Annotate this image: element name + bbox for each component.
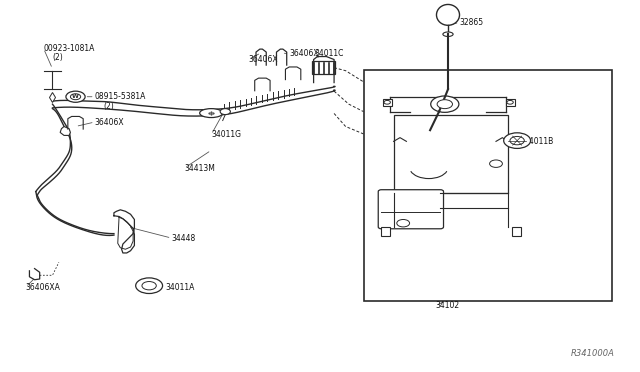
Bar [506, 99, 515, 106]
Circle shape [510, 137, 524, 145]
Text: W: W [72, 94, 79, 99]
Circle shape [384, 100, 390, 104]
Bar [383, 99, 392, 106]
Bar [312, 61, 335, 74]
Ellipse shape [200, 109, 223, 118]
Bar [364, 70, 612, 301]
Bar [381, 227, 390, 236]
Text: 34011A: 34011A [165, 283, 195, 292]
Circle shape [70, 94, 81, 100]
Circle shape [142, 282, 156, 290]
Ellipse shape [436, 4, 460, 25]
Circle shape [66, 91, 85, 102]
Text: 00923-1081A: 00923-1081A [44, 44, 95, 53]
Circle shape [136, 278, 163, 294]
Text: 34102: 34102 [435, 301, 460, 310]
Ellipse shape [443, 32, 453, 36]
Circle shape [507, 100, 513, 104]
Circle shape [431, 96, 459, 112]
FancyBboxPatch shape [378, 190, 444, 229]
Circle shape [437, 100, 452, 109]
Text: R341000A: R341000A [570, 349, 614, 358]
Text: 34011C: 34011C [315, 49, 344, 58]
Text: 34011B: 34011B [525, 137, 554, 146]
Polygon shape [60, 126, 70, 135]
Circle shape [490, 160, 502, 167]
Text: 34448: 34448 [172, 234, 196, 243]
Circle shape [397, 219, 410, 227]
Text: (2): (2) [104, 102, 115, 110]
Text: 36406X: 36406X [95, 118, 124, 126]
Text: 36406XA: 36406XA [26, 283, 60, 292]
Bar [512, 227, 521, 236]
Text: 36406X: 36406X [289, 49, 319, 58]
Text: 36406X: 36406X [248, 55, 278, 64]
Text: (2): (2) [52, 53, 63, 62]
Bar [394, 115, 508, 193]
Circle shape [220, 109, 230, 115]
Circle shape [504, 133, 531, 148]
Text: 08915-5381A: 08915-5381A [95, 92, 146, 101]
Text: 32865: 32865 [460, 18, 484, 27]
Text: 34011G: 34011G [211, 130, 241, 139]
Text: 34413M: 34413M [184, 164, 215, 173]
